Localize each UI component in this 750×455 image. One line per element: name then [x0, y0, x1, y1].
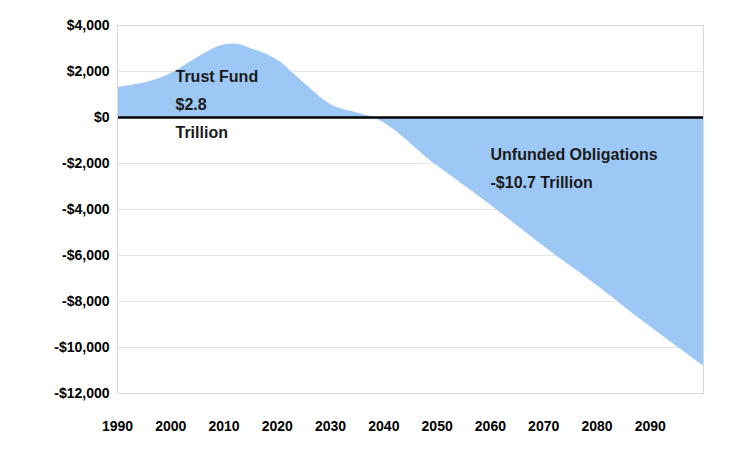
svg-text:2050: 2050 [422, 418, 453, 434]
svg-text:2000: 2000 [155, 418, 186, 434]
svg-text:2080: 2080 [581, 418, 612, 434]
svg-text:2010: 2010 [208, 418, 239, 434]
svg-text:-$2,000: -$2,000 [62, 155, 110, 171]
svg-text:2070: 2070 [528, 418, 559, 434]
svg-text:-$4,000: -$4,000 [62, 201, 110, 217]
svg-text:2030: 2030 [315, 418, 346, 434]
svg-text:$4,000: $4,000 [67, 17, 110, 33]
svg-text:Unfunded Obligations-$10.7 Tri: Unfunded Obligations-$10.7 Trillion [491, 146, 658, 191]
svg-text:2020: 2020 [262, 418, 293, 434]
svg-text:2060: 2060 [475, 418, 506, 434]
svg-text:1990: 1990 [102, 418, 133, 434]
svg-text:Trust Fund$2.8Trillion: Trust Fund$2.8Trillion [176, 68, 259, 141]
svg-text:-$8,000: -$8,000 [62, 293, 110, 309]
svg-text:-$6,000: -$6,000 [62, 247, 110, 263]
svg-text:$2,000: $2,000 [67, 63, 110, 79]
svg-text:$0: $0 [94, 109, 110, 125]
svg-text:-$10,000: -$10,000 [54, 339, 109, 355]
svg-text:2040: 2040 [368, 418, 399, 434]
svg-text:-$12,000: -$12,000 [54, 385, 109, 401]
svg-text:2090: 2090 [635, 418, 666, 434]
